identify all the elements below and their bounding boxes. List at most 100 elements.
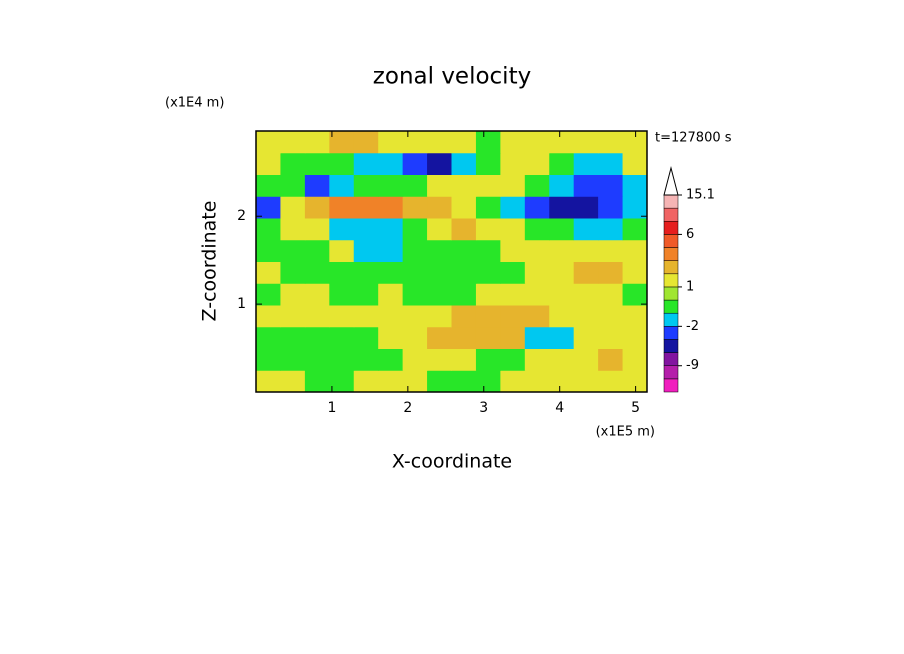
contour-cell [280, 261, 306, 284]
contour-cell [427, 261, 452, 284]
contour-cell [573, 218, 599, 241]
contour-cell [598, 326, 624, 349]
contour-cell [378, 218, 404, 241]
contour-cell [304, 283, 330, 306]
colorbar-swatch [663, 260, 679, 275]
contour-cell [500, 239, 526, 262]
contour-cell [475, 152, 501, 175]
y-unit: (x1E4 m) [165, 96, 224, 111]
contour-cell [500, 131, 526, 154]
contour-cell [573, 348, 599, 371]
contour-cell [280, 305, 306, 328]
contour-cell [622, 370, 648, 393]
contour-cell [524, 305, 550, 328]
x-tick-label: 1 [327, 400, 336, 416]
contour-cell [280, 218, 306, 241]
contour-cell [378, 261, 404, 284]
contour-cell [304, 348, 330, 371]
contour-cell [280, 326, 306, 349]
contour-cell [353, 174, 379, 197]
contour-cell [353, 326, 379, 349]
contour-cell [524, 152, 550, 175]
contour-cell [598, 283, 624, 306]
contour-cell [500, 305, 526, 328]
contour-cell [598, 152, 624, 175]
colorbar-swatch [663, 312, 679, 327]
y-tick-label: 1 [237, 296, 246, 312]
contour-cell [402, 152, 428, 175]
contour-cell [280, 196, 306, 219]
contour-cell [378, 131, 404, 154]
x-tick-label: 3 [479, 400, 488, 416]
contour-cell [304, 152, 330, 175]
contour-cell [622, 283, 648, 306]
contour-cell [500, 152, 526, 175]
contour-cell [598, 261, 624, 284]
contour-cell [573, 239, 599, 262]
contour-cell [427, 239, 452, 262]
colorbar-swatch [663, 326, 679, 340]
colorbar-swatch [663, 194, 679, 209]
contour-cell [304, 196, 330, 219]
y-axis-label: Z-coordinate [199, 201, 221, 322]
contour-cell [573, 196, 599, 219]
x-axis-label: X-coordinate [392, 451, 512, 473]
contour-cell [524, 283, 550, 306]
contour-cell [402, 239, 428, 262]
contour-cell [256, 218, 281, 241]
contour-cell [256, 196, 281, 219]
contour-cell [524, 131, 550, 154]
contour-cell [280, 131, 306, 154]
contour-cell [427, 326, 452, 349]
colorbar-swatch [663, 352, 679, 366]
contour-cell [573, 261, 599, 284]
colorbar-tick-label: 15.1 [686, 188, 715, 203]
colorbar-swatch [663, 299, 679, 314]
contour-cell [549, 348, 575, 371]
contour-cell [256, 174, 281, 197]
contour-cell [451, 174, 477, 197]
contour-cell [353, 261, 379, 284]
contour-cell [451, 218, 477, 241]
contour-cell [524, 239, 550, 262]
colorbar-tick-label: 1 [686, 279, 694, 294]
contour-cell [378, 326, 404, 349]
contour-cell [524, 174, 550, 197]
x-tick-label: 4 [555, 400, 564, 416]
contour-cell [573, 152, 599, 175]
contour-cell [598, 239, 624, 262]
contour-cell [427, 283, 452, 306]
contour-cell [353, 152, 379, 175]
contour-cell [427, 370, 452, 393]
contour-cell [256, 152, 281, 175]
contour-cell [549, 326, 575, 349]
contour-cell [622, 131, 648, 154]
contour-cell [329, 370, 355, 393]
contour-cell [451, 370, 477, 393]
contour-cell [280, 239, 306, 262]
colorbar-swatch [663, 247, 679, 261]
contour-cell [475, 261, 501, 284]
contour-cell [475, 305, 501, 328]
contour-cell [280, 283, 306, 306]
contour-cell [353, 305, 379, 328]
contour-cell [378, 370, 404, 393]
contour-cell [353, 196, 379, 219]
contour-cell [304, 370, 330, 393]
contour-cell [353, 239, 379, 262]
contour-cell [402, 131, 428, 154]
contour-cell [573, 305, 599, 328]
contour-cell [280, 152, 306, 175]
contour-cell [549, 196, 575, 219]
contour-cell [256, 348, 281, 371]
contour-cell [549, 174, 575, 197]
contour-cell [622, 305, 648, 328]
contour-cell [475, 174, 501, 197]
contour-cell [256, 283, 281, 306]
colorbar-swatch [663, 221, 679, 235]
contour-cell [402, 348, 428, 371]
contour-cell [427, 348, 452, 371]
contour-cell [451, 152, 477, 175]
colorbar-tick-label: -9 [686, 358, 699, 373]
contour-cell [500, 174, 526, 197]
